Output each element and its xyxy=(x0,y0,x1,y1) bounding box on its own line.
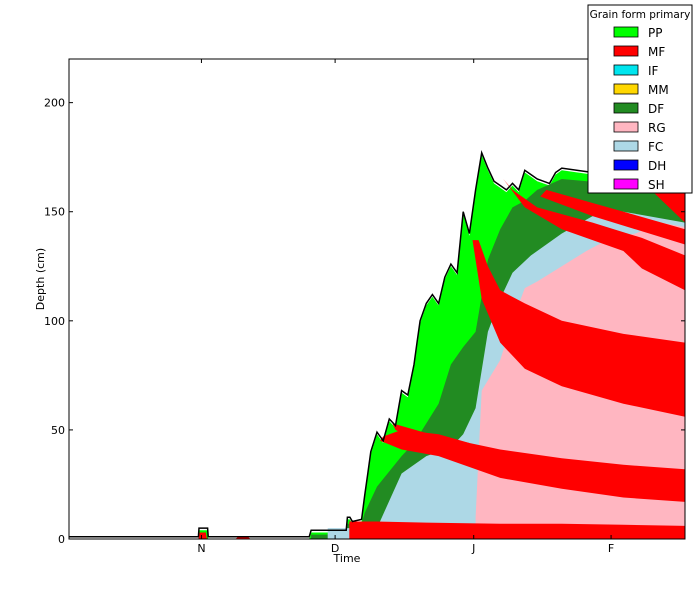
legend-title: Grain form primary xyxy=(590,9,691,21)
snow-surface-line xyxy=(69,150,685,538)
legend-label-sh: SH xyxy=(648,178,665,192)
y-tick-label: 150 xyxy=(44,206,65,219)
layer-mf-11 xyxy=(198,532,207,539)
legend-label-fc: FC xyxy=(648,140,663,154)
layer-mf-7 xyxy=(472,240,685,417)
layer-mf-6 xyxy=(392,423,470,443)
layer-mf-8 xyxy=(503,179,685,291)
legend-swatch-if xyxy=(613,64,639,76)
x-axis-label: Time xyxy=(333,552,361,565)
x-tick-label: N xyxy=(197,542,205,555)
x-tick-label: F xyxy=(608,542,614,555)
legend-label-df: DF xyxy=(648,102,664,116)
axes: 0 50 100 150 200 N D J F xyxy=(44,58,686,555)
legend-swatch-mf xyxy=(613,45,639,57)
legend-label-if: IF xyxy=(648,64,659,78)
legend-swatch-sh xyxy=(613,178,639,190)
legend-swatch-dh xyxy=(613,159,639,171)
legend-label-pp: PP xyxy=(648,26,662,40)
plot-area xyxy=(69,59,685,539)
y-tick-label: 0 xyxy=(58,533,65,546)
layer-mf-5 xyxy=(380,429,685,502)
layer-mf-9 xyxy=(540,189,685,245)
axes-frame xyxy=(68,58,686,540)
y-tick-label: 200 xyxy=(44,97,65,110)
legend-label-mm: MM xyxy=(648,83,669,97)
legend-box xyxy=(587,4,693,194)
layer-mf-4 xyxy=(349,521,685,539)
x-tick-label: D xyxy=(331,542,339,555)
legend-swatch-df xyxy=(613,102,639,114)
legend-label-rg: RG xyxy=(648,121,666,135)
legend-swatch-rg xyxy=(613,121,639,133)
x-tick-label: J xyxy=(471,542,475,555)
legend-label-mf: MF xyxy=(648,45,665,59)
legend-swatch-pp xyxy=(613,26,639,38)
y-axis-label: Depth (cm) xyxy=(34,248,47,310)
legend-swatch-mm xyxy=(613,83,639,95)
legend-swatch-fc xyxy=(613,140,639,152)
legend-label-dh: DH xyxy=(648,159,666,173)
y-tick-label: 50 xyxy=(51,424,65,437)
y-tick-label: 100 xyxy=(44,315,65,328)
legend: Grain form primary PP MF IF MM DF RG FC DH SH xyxy=(587,4,693,194)
